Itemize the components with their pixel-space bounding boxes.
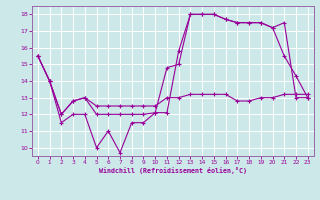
X-axis label: Windchill (Refroidissement éolien,°C): Windchill (Refroidissement éolien,°C) xyxy=(99,167,247,174)
